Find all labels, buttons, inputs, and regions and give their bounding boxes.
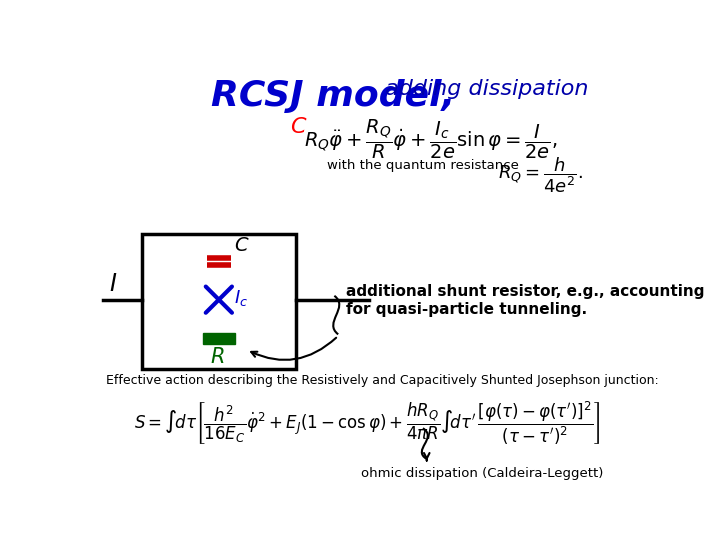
Bar [203, 333, 235, 343]
Text: $I$: $I$ [109, 272, 117, 296]
Text: $I_c$: $I_c$ [234, 288, 248, 308]
Text: RCSJ model,: RCSJ model, [211, 79, 455, 113]
Text: Effective action describing the Resistively and Capacitively Shunted Josephson j: Effective action describing the Resistiv… [106, 374, 658, 387]
Text: $C$: $C$ [290, 117, 308, 137]
Text: additional shunt resistor, e.g., accounting
for quasi-particle tunneling.: additional shunt resistor, e.g., account… [346, 284, 704, 316]
Text: ohmic dissipation (Caldeira-Leggett): ohmic dissipation (Caldeira-Leggett) [361, 467, 603, 480]
Text: adding dissipation: adding dissipation [378, 79, 589, 99]
Text: $S = \int\!d\tau\left[\dfrac{h^2}{16E_C}\dot{\varphi}^2 + E_J(1-\cos\varphi)+\df: $S = \int\!d\tau\left[\dfrac{h^2}{16E_C}… [134, 400, 600, 447]
Text: $C$: $C$ [234, 237, 250, 255]
Text: $R_Q\ddot{\varphi}+\dfrac{R_Q}{R}\dot{\varphi}+\dfrac{I_c}{2e}\sin\varphi=\dfrac: $R_Q\ddot{\varphi}+\dfrac{R_Q}{R}\dot{\v… [304, 117, 557, 160]
Text: with the quantum resistance: with the quantum resistance [327, 159, 518, 172]
Text: $R_Q = \dfrac{h}{4e^2}.$: $R_Q = \dfrac{h}{4e^2}.$ [498, 156, 583, 195]
Text: $R$: $R$ [210, 347, 225, 367]
